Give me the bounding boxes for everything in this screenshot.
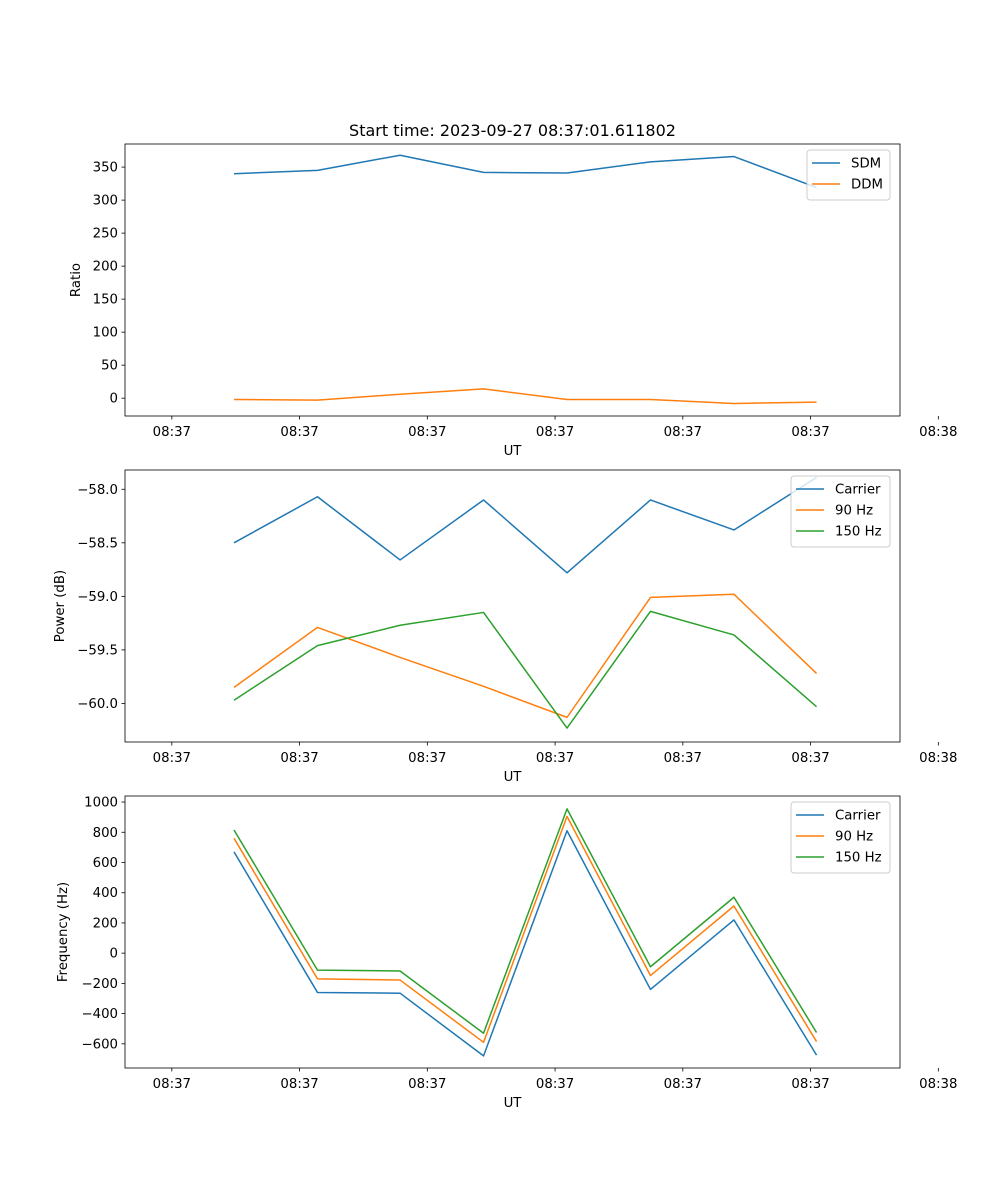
x-tick-label: 08:37	[664, 425, 702, 440]
series-line-frequency-1	[233, 815, 818, 1044]
x-axis-label-frequency: UT	[504, 1096, 523, 1111]
series-line-ratio-0	[233, 154, 817, 189]
plot-root: 08:37 08:37 08:37 08:37 08:37 08:37 08:38 0 50 10…	[53, 143, 957, 1111]
x-tick-label: 08:37	[408, 425, 446, 440]
x-tick-label: 08:37	[791, 1077, 829, 1092]
legend-frame	[790, 475, 891, 548]
y-tick-label: 250	[93, 227, 118, 242]
y-tick-label: −60.0	[77, 697, 118, 712]
y-tick-label: 400	[93, 886, 118, 901]
subplot-power: 08:37 08:37 08:37 08:37 08:37 08:37 08:38 −60.0…	[53, 469, 957, 785]
x-tick-label: 08:37	[536, 1077, 574, 1092]
legend-frame	[790, 801, 891, 874]
x-tick-label: 08:37	[280, 425, 318, 440]
legend-label: 150 Hz	[835, 525, 882, 540]
y-tick-label: 200	[93, 260, 118, 275]
series-line-power-2	[233, 610, 818, 729]
series-line-ratio-1	[234, 388, 817, 405]
x-tick-label: 08:38	[919, 1077, 957, 1092]
legend-ratio: SDM DDM	[806, 149, 891, 201]
legend-label: DDM	[851, 178, 883, 193]
x-axis-label-power: UT	[504, 770, 523, 785]
series-line-frequency-0	[233, 830, 818, 1057]
x-tick-label: 08:37	[536, 751, 574, 766]
x-tick-label: 08:37	[153, 1077, 191, 1092]
y-tick-label: −600	[81, 1037, 118, 1052]
y-tick-label: 150	[93, 293, 118, 308]
subplot-ratio: 08:37 08:37 08:37 08:37 08:37 08:37 08:38 0 50 10…	[69, 143, 957, 459]
x-tick-label: 08:37	[280, 1077, 318, 1092]
subplot-frequency: 08:37 08:37 08:37 08:37 08:37 08:37 08:38 −600 −…	[56, 796, 957, 1111]
y-tick-label: 800	[93, 826, 118, 841]
axes-frame-ratio	[124, 143, 901, 417]
y-tick-label: 300	[93, 194, 118, 209]
y-tick-label: 350	[93, 161, 118, 176]
x-tick-label: 08:37	[791, 425, 829, 440]
x-tick-label: 08:37	[536, 425, 574, 440]
y-tick-label: −59.5	[77, 643, 118, 658]
x-tick-label: 08:37	[791, 751, 829, 766]
x-tick-label: 08:37	[153, 751, 191, 766]
series-line-power-0	[233, 476, 817, 574]
legend-label: 90 Hz	[835, 504, 873, 519]
y-tick-label: −58.5	[77, 536, 118, 551]
legend-label: Carrier	[835, 483, 881, 498]
y-tick-label: 100	[93, 326, 118, 341]
x-tick-label: 08:37	[664, 751, 702, 766]
x-tick-label: 08:37	[664, 1077, 702, 1092]
legend-label: SDM	[851, 157, 881, 172]
y-tick-label: −58.0	[77, 483, 118, 498]
y-tick-label: 200	[93, 916, 118, 931]
legend-frequency: Carrier 90 Hz 150 Hz	[790, 801, 891, 874]
legend-label: 90 Hz	[835, 830, 873, 845]
axes-frame-power	[124, 469, 901, 743]
x-axis-label-ratio: UT	[504, 444, 523, 459]
y-tick-label: −200	[81, 977, 118, 992]
legend-label: 150 Hz	[835, 851, 882, 866]
legend-power: Carrier 90 Hz 150 Hz	[790, 475, 891, 548]
x-tick-label: 08:37	[153, 425, 191, 440]
x-tick-label: 08:38	[919, 751, 957, 766]
axes-frame-frequency	[124, 795, 901, 1069]
y-axis-label-frequency: Frequency (Hz)	[56, 882, 71, 982]
series-line-frequency-2	[233, 808, 818, 1034]
x-tick-label: 08:37	[408, 751, 446, 766]
legend-label: Carrier	[835, 809, 881, 824]
x-tick-label: 08:37	[280, 751, 318, 766]
y-tick-label: 600	[93, 856, 118, 871]
x-tick-label: 08:38	[919, 425, 957, 440]
figure-title: Start time: 2023-09-27 08:37:01.611802	[349, 121, 676, 140]
y-tick-label: 0	[110, 392, 118, 407]
y-tick-label: 0	[110, 947, 118, 962]
y-axis-label-ratio: Ratio	[69, 263, 84, 297]
x-tick-label: 08:37	[408, 1077, 446, 1092]
y-tick-label: 50	[101, 359, 118, 374]
series-line-power-1	[233, 593, 818, 719]
y-tick-label: −59.0	[77, 590, 118, 605]
y-axis-label-power: Power (dB)	[53, 570, 68, 642]
y-tick-label: −400	[81, 1007, 118, 1022]
y-tick-label: 1000	[84, 796, 118, 811]
